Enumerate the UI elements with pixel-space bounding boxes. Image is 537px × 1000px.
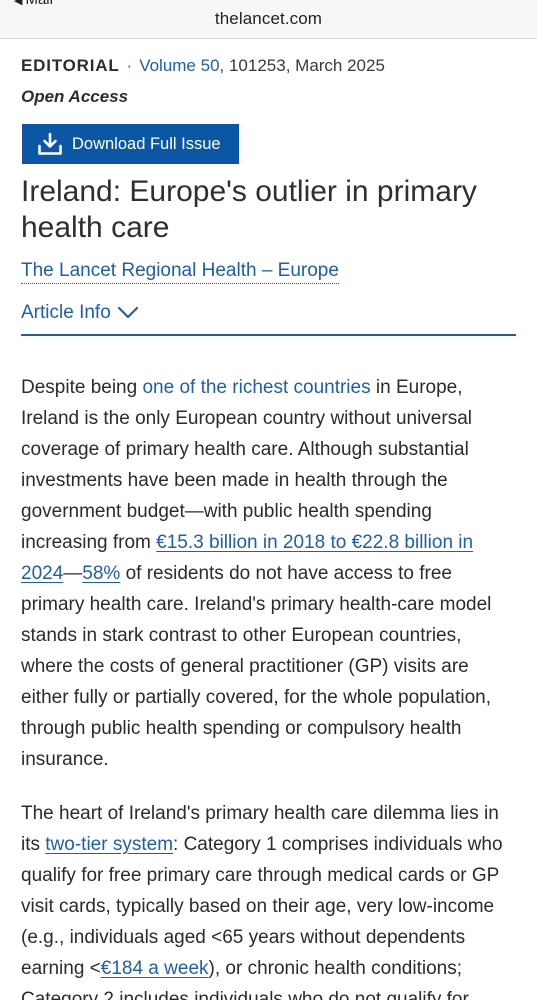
chevron-left-icon: ◀ bbox=[14, 0, 23, 7]
back-to-app-link[interactable]: ◀Mail bbox=[14, 0, 53, 8]
paragraph-text: in Europe, Ireland is the only European … bbox=[21, 377, 472, 553]
browser-address-bar: ◀Mail thelancet.com bbox=[0, 0, 537, 39]
article-type: EDITORIAL bbox=[21, 56, 120, 75]
body-paragraph-1: Despite being one of the richest countri… bbox=[21, 372, 517, 775]
volume-link[interactable]: Volume 50 bbox=[139, 56, 220, 75]
spending-increase-link[interactable]: €15.3 billion in 2018 to €22.8 billion i… bbox=[21, 532, 474, 584]
body-paragraph-2: The heart of Ireland's primary health ca… bbox=[21, 798, 517, 1000]
paragraph-text: The heart of Ireland's primary health ca… bbox=[21, 803, 499, 855]
chevron-down-icon bbox=[117, 306, 138, 319]
back-app-label: Mail bbox=[25, 0, 53, 8]
paragraph-text: : Category 1 comprises individuals who q… bbox=[21, 834, 503, 979]
paragraph-text: ), or chronic health conditions; Categor… bbox=[21, 958, 469, 1000]
citation-details: , 101253, March 2025 bbox=[219, 56, 385, 75]
download-icon bbox=[38, 132, 62, 155]
article-info-label: Article Info bbox=[21, 302, 111, 323]
paragraph-text: Despite being bbox=[21, 377, 143, 398]
two-tier-system-link[interactable]: two-tier system bbox=[45, 834, 174, 855]
journal-link[interactable]: The Lancet Regional Health – Europe bbox=[21, 260, 339, 284]
url-display[interactable]: thelancet.com bbox=[214, 9, 323, 28]
download-full-issue-button[interactable]: Download Full Issue bbox=[22, 124, 239, 164]
article-meta: EDITORIAL · Volume 50, 101253, March 2025 bbox=[21, 56, 385, 76]
percentage-link[interactable]: 58% bbox=[82, 563, 121, 584]
download-button-label: Download Full Issue bbox=[72, 134, 221, 153]
paragraph-text: of residents do not have access to free … bbox=[21, 563, 492, 770]
open-access-label: Open Access bbox=[21, 87, 129, 106]
section-divider bbox=[21, 334, 516, 336]
richest-countries-link[interactable]: one of the richest countries bbox=[142, 377, 371, 398]
article-info-toggle[interactable]: Article Info bbox=[21, 302, 139, 324]
article-title: Ireland: Europe's outlier in primary hea… bbox=[21, 175, 477, 244]
paragraph-text: — bbox=[63, 563, 83, 584]
separator-dot: · bbox=[126, 56, 133, 75]
weekly-income-link[interactable]: €184 a week bbox=[100, 958, 209, 979]
